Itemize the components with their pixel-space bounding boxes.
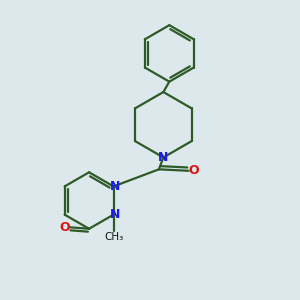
Text: N: N: [158, 151, 169, 164]
Text: N: N: [110, 208, 120, 221]
Text: CH₃: CH₃: [104, 232, 123, 242]
Text: O: O: [59, 221, 70, 234]
Text: N: N: [110, 180, 120, 193]
Text: O: O: [189, 164, 199, 177]
